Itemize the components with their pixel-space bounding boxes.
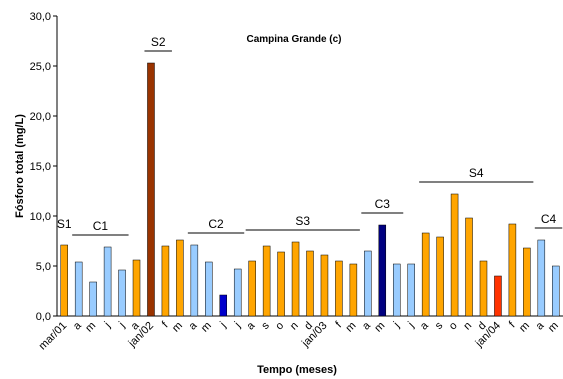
- x-tick-label: f: [507, 319, 518, 330]
- bar: [118, 269, 126, 317]
- x-tick-label: m: [344, 320, 359, 335]
- x-tick-label: j: [405, 320, 416, 331]
- bar: [176, 239, 184, 317]
- y-axis-title: Fósforo total (mg/L): [14, 114, 26, 218]
- bar: [364, 250, 372, 317]
- bar: [262, 245, 271, 317]
- x-tick-label: f: [160, 319, 171, 330]
- bar: [320, 254, 329, 317]
- bar: [306, 250, 314, 317]
- chart-title: Campina Grande (c): [246, 34, 341, 45]
- group-label: C4: [541, 212, 557, 226]
- x-tick-label: m: [83, 320, 98, 335]
- x-tick-label: o: [447, 320, 460, 333]
- bar: [277, 251, 285, 317]
- bar: [161, 245, 170, 317]
- x-tick-label: o: [273, 320, 286, 333]
- y-tick-label: 0,0: [36, 311, 51, 323]
- x-tick-label: s: [433, 319, 446, 332]
- bar: [103, 246, 112, 317]
- y-tick-label: 15,0: [30, 161, 51, 173]
- group-label: S1: [57, 217, 72, 231]
- x-tick-label: m: [517, 320, 532, 335]
- bar: [407, 263, 415, 317]
- bar: [291, 241, 300, 317]
- bar: [421, 232, 430, 317]
- bar: [147, 62, 155, 317]
- y-tick-label: 25,0: [30, 61, 51, 73]
- x-tick-label: j: [217, 320, 228, 331]
- group-label: C3: [375, 197, 391, 211]
- x-tick-label: j: [232, 320, 243, 331]
- group-label: S4: [469, 166, 484, 180]
- bar: [132, 259, 141, 317]
- x-tick-label: n: [288, 320, 301, 333]
- group-label: S2: [151, 35, 166, 49]
- y-tick-label: 30,0: [30, 11, 51, 23]
- bar: [74, 261, 83, 317]
- bar: [378, 224, 387, 317]
- x-tick-label: j: [102, 320, 113, 331]
- bar: [205, 261, 213, 317]
- bar: [450, 193, 459, 317]
- x-tick-label: m: [170, 320, 185, 335]
- bar: [552, 265, 560, 317]
- bar: [248, 260, 256, 317]
- bar: [335, 260, 343, 317]
- x-tick-label: a: [244, 319, 257, 332]
- bar: [219, 294, 228, 317]
- x-tick-label: f: [333, 319, 344, 330]
- group-label: C2: [208, 217, 224, 231]
- bar: [233, 268, 242, 317]
- group-label: C1: [93, 219, 109, 233]
- bar: [479, 260, 488, 317]
- x-tick-label: n: [461, 320, 474, 333]
- bar: [349, 263, 358, 317]
- bar: [190, 244, 199, 317]
- y-tick-label: 20,0: [30, 111, 51, 123]
- bar: [392, 263, 401, 317]
- bar: [89, 281, 97, 317]
- bar: [60, 244, 68, 317]
- y-tick-label: 5,0: [36, 261, 51, 273]
- bar: [523, 247, 531, 317]
- x-tick-label: mar/01: [37, 320, 70, 353]
- bar: [465, 217, 473, 317]
- bar: [537, 239, 546, 317]
- x-tick-label: m: [372, 320, 387, 335]
- x-tick-label: j: [391, 320, 402, 331]
- x-tick-label: m: [199, 320, 214, 335]
- group-label: S3: [295, 214, 310, 228]
- x-axis-title: Tempo (meses): [257, 364, 337, 376]
- x-tick-label: j: [116, 320, 127, 331]
- x-tick-label: m: [546, 320, 561, 335]
- x-tick-label: a: [418, 319, 431, 332]
- y-tick-label: 10,0: [30, 211, 51, 223]
- bar: [436, 236, 444, 317]
- x-tick-label: s: [259, 319, 272, 332]
- bar: [494, 275, 502, 317]
- bar: [508, 223, 517, 317]
